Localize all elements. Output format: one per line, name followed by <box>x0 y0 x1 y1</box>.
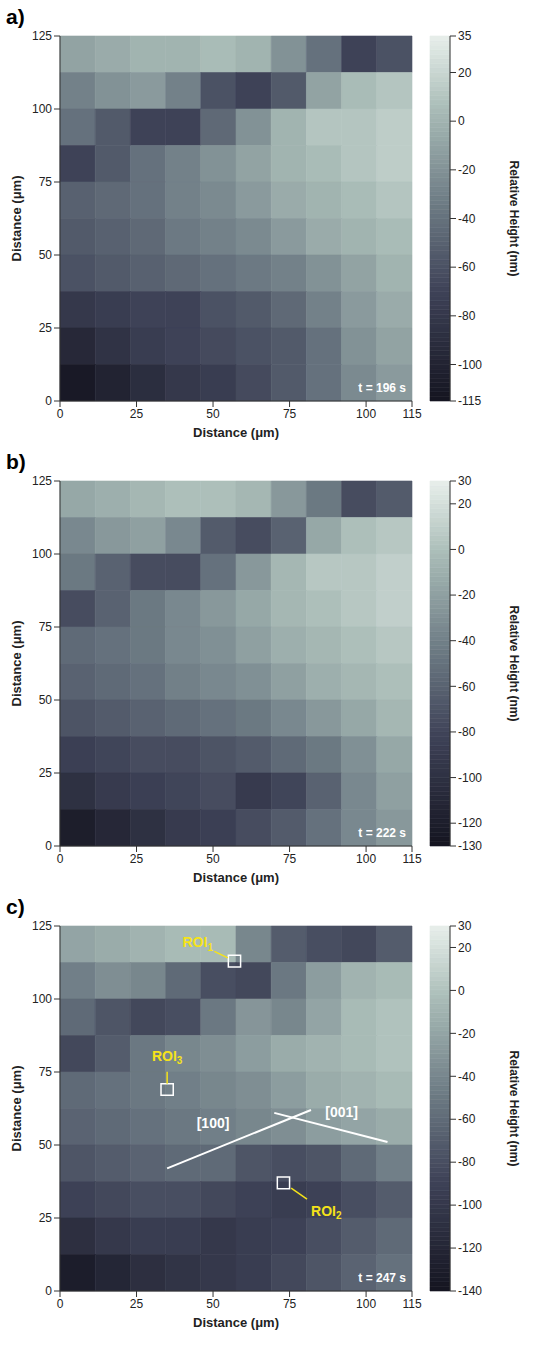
svg-text:0: 0 <box>57 407 64 421</box>
svg-text:75: 75 <box>283 407 297 421</box>
svg-text:-120: -120 <box>458 1241 482 1255</box>
svg-text:-140: -140 <box>458 1284 482 1298</box>
svg-text:30: 30 <box>458 919 472 933</box>
svg-text:0: 0 <box>458 984 465 998</box>
svg-text:20: 20 <box>458 497 472 511</box>
svg-text:-40: -40 <box>458 1070 476 1084</box>
svg-text:35: 35 <box>458 29 472 43</box>
svg-text:0: 0 <box>45 1284 52 1298</box>
svg-text:25: 25 <box>130 852 144 866</box>
html-text:b): b) <box>6 450 26 473</box>
svg-text:-60: -60 <box>458 680 476 694</box>
svg-text:100: 100 <box>32 102 52 116</box>
svg-text:0: 0 <box>45 394 52 408</box>
svg-text:-20: -20 <box>458 163 476 177</box>
svg-text:125: 125 <box>32 919 52 933</box>
svg-text:100: 100 <box>32 992 52 1006</box>
svg-text:-40: -40 <box>458 212 476 226</box>
svg-text:50: 50 <box>206 407 220 421</box>
svg-text:-80: -80 <box>458 1155 476 1169</box>
svg-text:-100: -100 <box>458 771 482 785</box>
svg-text:50: 50 <box>39 1138 53 1152</box>
svg-text:0: 0 <box>458 543 465 557</box>
svg-text:-20: -20 <box>458 1027 476 1041</box>
svg-text:-80: -80 <box>458 309 476 323</box>
html-text:t = 247 s: t = 247 s <box>358 1271 406 1285</box>
svg-text:25: 25 <box>39 766 53 780</box>
svg-text:-60: -60 <box>458 1112 476 1126</box>
html-text:a): a) <box>6 5 25 28</box>
svg-text:100: 100 <box>356 852 376 866</box>
svg-text:-80: -80 <box>458 725 476 739</box>
svg-text:25: 25 <box>39 1211 53 1225</box>
svg-text:-115: -115 <box>458 394 481 408</box>
svg-text:Distance (μm): Distance (μm) <box>9 176 24 262</box>
svg-text:75: 75 <box>39 620 53 634</box>
svg-text:20: 20 <box>458 941 472 955</box>
svg-text:Relative Height (nm): Relative Height (nm) <box>507 1050 521 1166</box>
html-text:t = 222 s: t = 222 s <box>358 826 406 840</box>
svg-text:Relative Height (nm): Relative Height (nm) <box>507 160 521 276</box>
svg-text:ROI1: ROI1 <box>183 934 214 952</box>
svg-text:-100: -100 <box>458 358 482 372</box>
svg-text:-120: -120 <box>458 816 482 830</box>
svg-text:75: 75 <box>283 1297 297 1311</box>
svg-text:25: 25 <box>130 407 144 421</box>
svg-text:50: 50 <box>39 248 53 262</box>
svg-text:0: 0 <box>57 1297 64 1311</box>
svg-text:ROI2: ROI2 <box>311 1203 342 1221</box>
svg-text:50: 50 <box>39 693 53 707</box>
svg-text:100: 100 <box>356 407 376 421</box>
svg-text:0: 0 <box>458 114 465 128</box>
svg-text:0: 0 <box>45 839 52 853</box>
svg-text:20: 20 <box>458 66 472 80</box>
svg-text:75: 75 <box>283 852 297 866</box>
svg-text:Distance (μm): Distance (μm) <box>9 621 24 707</box>
svg-text:Distance (μm): Distance (μm) <box>9 1066 24 1152</box>
svg-text:Distance (μm): Distance (μm) <box>193 1315 279 1330</box>
svg-text:Relative Height (nm): Relative Height (nm) <box>507 605 521 721</box>
svg-text:115: 115 <box>402 1297 421 1311</box>
svg-text:-40: -40 <box>458 634 476 648</box>
html-text:c): c) <box>6 895 25 918</box>
svg-text:125: 125 <box>32 474 52 488</box>
svg-text:25: 25 <box>130 1297 144 1311</box>
svg-text:[001]: [001] <box>325 1104 358 1120</box>
svg-text:50: 50 <box>206 852 220 866</box>
svg-text:25: 25 <box>39 321 53 335</box>
svg-text:100: 100 <box>32 547 52 561</box>
svg-text:-100: -100 <box>458 1198 482 1212</box>
svg-text:75: 75 <box>39 175 53 189</box>
svg-text:-130: -130 <box>458 839 482 853</box>
html-text:t = 196 s: t = 196 s <box>358 381 406 395</box>
svg-text:75: 75 <box>39 1065 53 1079</box>
svg-text:ROI3: ROI3 <box>152 1048 183 1066</box>
svg-text:Distance (μm): Distance (μm) <box>193 870 279 885</box>
svg-text:Distance (μm): Distance (μm) <box>193 425 279 440</box>
svg-text:125: 125 <box>32 29 52 43</box>
svg-text:-20: -20 <box>458 588 476 602</box>
svg-text:50: 50 <box>206 1297 220 1311</box>
svg-text:[100]: [100] <box>197 1115 230 1131</box>
svg-text:30: 30 <box>458 474 472 488</box>
svg-text:-60: -60 <box>458 260 476 274</box>
svg-text:0: 0 <box>57 852 64 866</box>
svg-text:115: 115 <box>402 407 421 421</box>
svg-text:100: 100 <box>356 1297 376 1311</box>
svg-text:115: 115 <box>402 852 421 866</box>
